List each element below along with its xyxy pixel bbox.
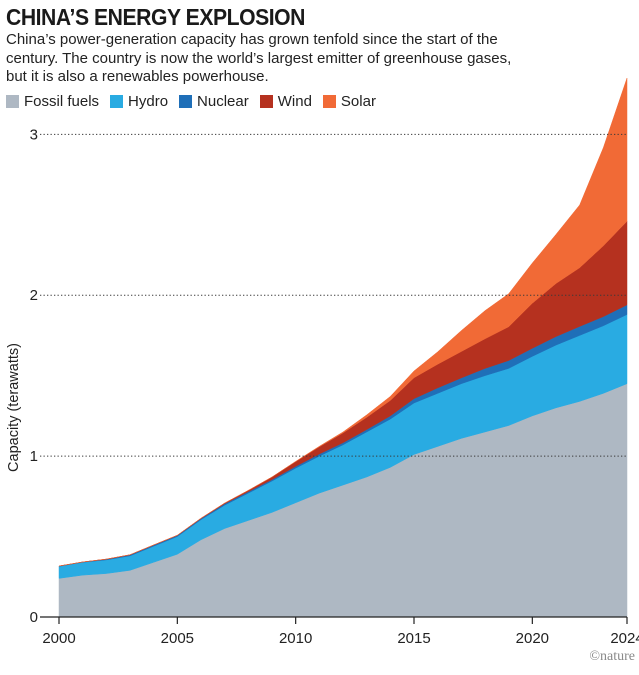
y-tick-label: 0 (30, 609, 38, 626)
legend-label: Hydro (128, 93, 169, 110)
legend-swatch (6, 95, 19, 108)
legend-item-fossil-fuels: Fossil fuels (6, 93, 99, 110)
legend-swatch (259, 95, 273, 108)
legend-item-hydro: Hydro (110, 93, 168, 110)
legend-swatch (179, 95, 193, 108)
legend-label: Wind (277, 93, 312, 110)
x-tick-label: 2015 (397, 630, 430, 647)
y-tick-label: 2 (30, 287, 38, 304)
x-tick-label: 2010 (279, 630, 312, 647)
legend-label: Nuclear (197, 93, 249, 110)
y-axis-label: Capacity (terawatts) (6, 343, 22, 472)
area-solar (58, 77, 628, 567)
credit-label: ©nature (589, 649, 635, 664)
chart-title: CHINA’S ENERGY EXPLOSION (6, 4, 305, 30)
y-tick-label: 1 (30, 448, 38, 465)
x-tick-label: 2020 (516, 630, 549, 647)
legend-item-nuclear: Nuclear (179, 93, 249, 110)
chart-subtitle: China’s power-generation capacity has gr… (6, 31, 512, 85)
legend-swatch (110, 95, 124, 108)
x-tick-label: 2005 (161, 630, 194, 647)
legend-label: Solar (340, 93, 376, 110)
x-tick-label: 2024 (610, 630, 639, 647)
y-tick-label: 3 (30, 126, 38, 143)
legend-item-wind: Wind (259, 93, 312, 110)
x-tick-label: 2000 (42, 630, 75, 647)
area-fossil-fuels (58, 383, 628, 618)
legend: Fossil fuels Hydro Nuclear Wind Solar (6, 93, 387, 110)
legend-item-solar: Solar (322, 93, 376, 110)
legend-label: Fossil fuels (24, 93, 100, 110)
legend-swatch (322, 95, 336, 108)
